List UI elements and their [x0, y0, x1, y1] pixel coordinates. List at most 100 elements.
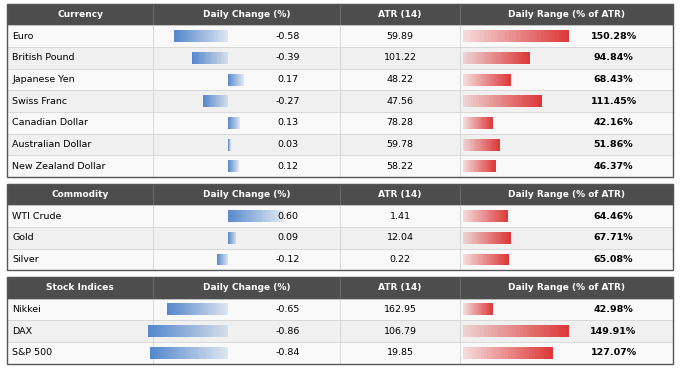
Bar: [155, 347, 158, 359]
Bar: [468, 303, 469, 315]
Bar: [195, 52, 197, 64]
Bar: [562, 325, 566, 337]
Bar: [199, 30, 201, 42]
Bar: [152, 347, 155, 359]
Bar: [500, 232, 501, 244]
Bar: [478, 303, 479, 315]
Text: Nikkei: Nikkei: [12, 305, 41, 314]
Bar: [470, 117, 471, 129]
Bar: [271, 210, 273, 222]
Bar: [488, 30, 491, 42]
Bar: [223, 96, 224, 107]
Bar: [502, 347, 505, 359]
Bar: [204, 303, 206, 315]
Bar: [462, 74, 464, 86]
Bar: [518, 96, 521, 107]
Bar: [466, 303, 468, 315]
Bar: [470, 325, 473, 337]
Text: Canadian Dollar: Canadian Dollar: [12, 118, 88, 127]
Bar: [7, 69, 154, 91]
Bar: [208, 30, 210, 42]
Bar: [511, 347, 514, 359]
Bar: [485, 117, 486, 129]
Bar: [205, 52, 206, 64]
Bar: [216, 52, 217, 64]
Bar: [207, 30, 208, 42]
Bar: [488, 52, 490, 64]
Bar: [494, 52, 496, 64]
Bar: [539, 96, 542, 107]
Bar: [201, 325, 204, 337]
Bar: [466, 30, 470, 42]
Bar: [243, 210, 245, 222]
Bar: [258, 210, 260, 222]
Bar: [544, 347, 547, 359]
Bar: [465, 96, 468, 107]
Bar: [167, 303, 169, 315]
Bar: [498, 139, 500, 151]
Text: 51.86%: 51.86%: [594, 140, 633, 149]
Bar: [230, 210, 232, 222]
Text: -0.58: -0.58: [275, 32, 300, 41]
Bar: [203, 30, 205, 42]
Bar: [256, 210, 258, 222]
Bar: [473, 303, 474, 315]
Bar: [476, 139, 477, 151]
Bar: [471, 74, 473, 86]
Bar: [481, 74, 482, 86]
Text: 1.41: 1.41: [390, 212, 411, 221]
Text: Australian Dollar: Australian Dollar: [12, 140, 92, 149]
Bar: [490, 253, 492, 265]
Bar: [480, 139, 481, 151]
Bar: [190, 30, 192, 42]
Bar: [466, 117, 468, 129]
Bar: [488, 139, 490, 151]
Bar: [529, 347, 532, 359]
Bar: [537, 30, 541, 42]
Bar: [507, 210, 509, 222]
Bar: [183, 30, 185, 42]
Bar: [535, 347, 538, 359]
Bar: [467, 210, 469, 222]
Bar: [469, 303, 470, 315]
Text: 46.37%: 46.37%: [594, 162, 633, 171]
Bar: [471, 210, 472, 222]
Bar: [514, 347, 517, 359]
Bar: [219, 30, 221, 42]
Bar: [224, 52, 226, 64]
Bar: [486, 253, 488, 265]
Bar: [220, 303, 222, 315]
Bar: [222, 30, 224, 42]
Bar: [462, 52, 465, 64]
Bar: [227, 96, 228, 107]
Bar: [460, 249, 673, 270]
Bar: [222, 325, 225, 337]
Bar: [490, 232, 492, 244]
Bar: [478, 160, 479, 172]
Bar: [171, 303, 173, 315]
Bar: [526, 347, 529, 359]
Text: 0.22: 0.22: [390, 255, 411, 264]
Bar: [477, 30, 481, 42]
Bar: [509, 325, 513, 337]
Bar: [498, 74, 500, 86]
Text: Daily Change (%): Daily Change (%): [203, 283, 290, 292]
Bar: [210, 30, 211, 42]
Bar: [154, 26, 340, 47]
Bar: [507, 52, 510, 64]
Text: Currency: Currency: [57, 10, 103, 19]
Bar: [489, 160, 490, 172]
Bar: [192, 30, 194, 42]
Bar: [185, 30, 186, 42]
Bar: [500, 253, 501, 265]
Bar: [215, 96, 216, 107]
Bar: [175, 303, 177, 315]
Text: 42.16%: 42.16%: [594, 118, 633, 127]
Bar: [199, 347, 202, 359]
Bar: [464, 210, 466, 222]
Bar: [209, 347, 212, 359]
Bar: [526, 325, 530, 337]
Bar: [205, 96, 206, 107]
Bar: [462, 347, 466, 359]
Bar: [7, 112, 154, 134]
